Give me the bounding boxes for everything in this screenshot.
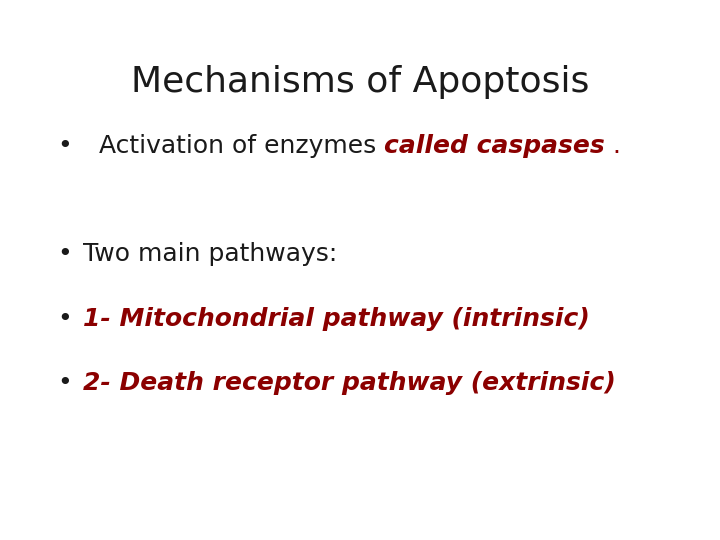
Text: 2- Death receptor pathway (extrinsic): 2- Death receptor pathway (extrinsic) (83, 372, 616, 395)
Text: Activation of enzymes: Activation of enzymes (83, 134, 384, 158)
Text: •: • (58, 307, 72, 330)
Text: •: • (58, 134, 72, 158)
Text: called caspases: called caspases (384, 134, 605, 158)
Text: •: • (58, 372, 72, 395)
Text: 1- Mitochondrial pathway (intrinsic): 1- Mitochondrial pathway (intrinsic) (83, 307, 590, 330)
Text: Two main pathways:: Two main pathways: (83, 242, 337, 266)
Text: Mechanisms of Apoptosis: Mechanisms of Apoptosis (131, 65, 589, 99)
Text: .: . (605, 134, 621, 158)
Text: •: • (58, 242, 72, 266)
